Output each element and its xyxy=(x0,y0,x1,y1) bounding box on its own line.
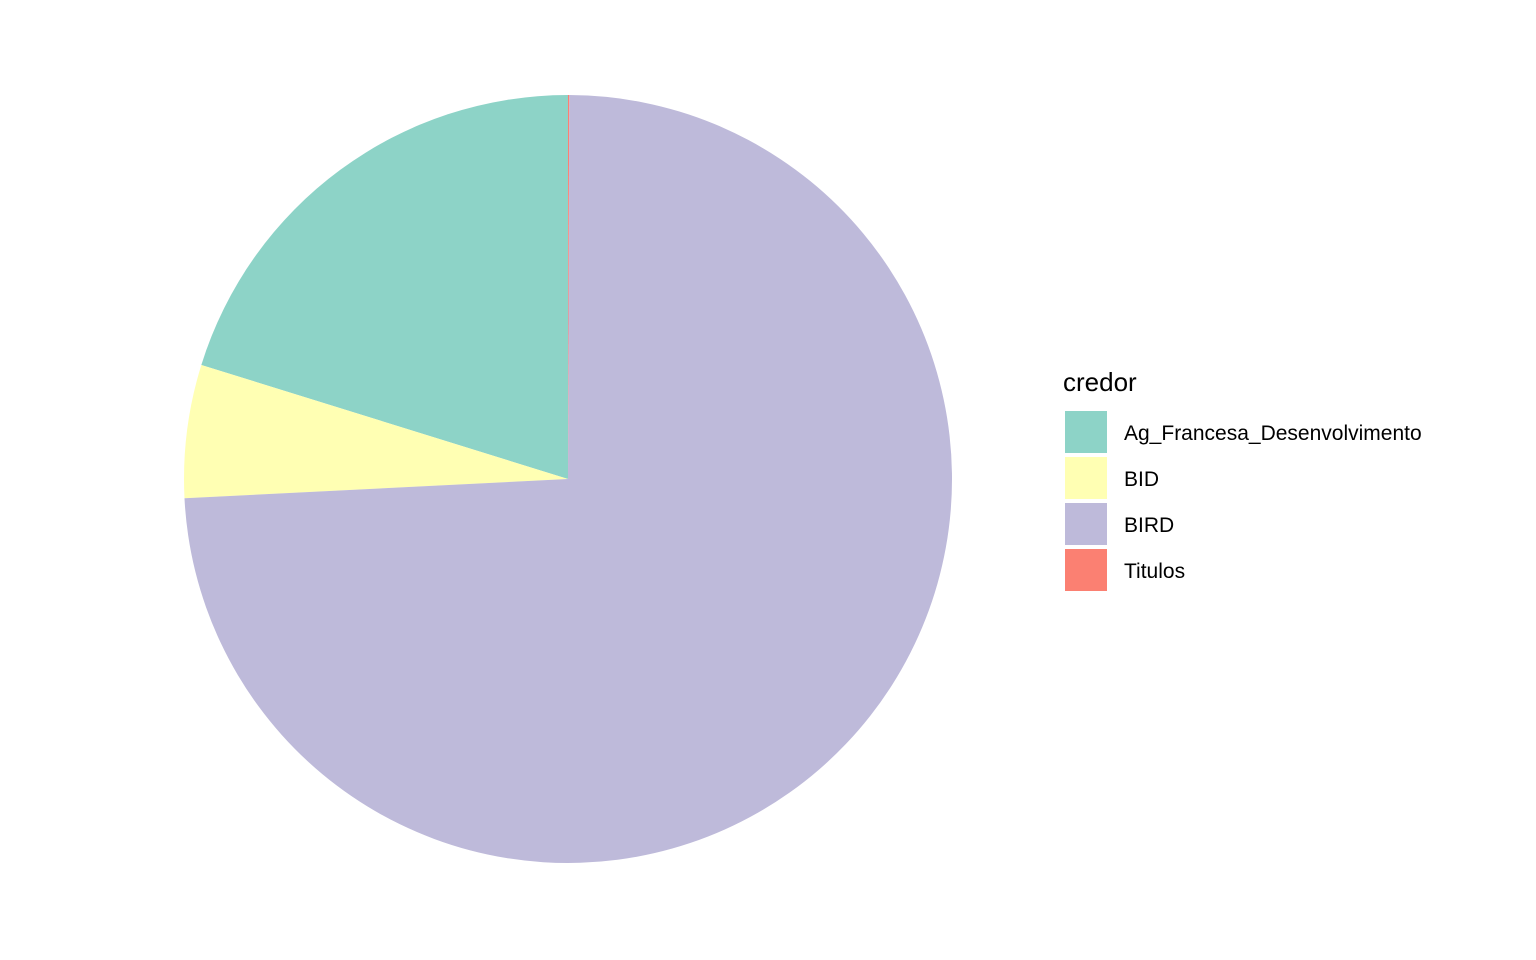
legend-label-bird: BIRD xyxy=(1124,514,1174,537)
pie-slice-bird xyxy=(184,95,953,863)
legend: credor Ag_Francesa_Desenvolvimento BID BIR… xyxy=(1063,367,1422,591)
legend-label-titulos: Titulos xyxy=(1124,560,1185,583)
legend-label-ag-francesa-desenvolvimento: Ag_Francesa_Desenvolvimento xyxy=(1124,422,1422,445)
legend-key-ag-francesa-desenvolvimento xyxy=(1065,411,1107,453)
pie-slices xyxy=(184,94,953,863)
legend-item-titulos: Titulos xyxy=(1065,549,1185,591)
pie-slice-ag-francesa-desenvolvimento xyxy=(201,95,568,479)
legend-key-bird xyxy=(1065,503,1107,545)
legend-title: credor xyxy=(1063,367,1137,397)
pie-slice-titulos xyxy=(568,94,570,479)
legend-key-bid xyxy=(1065,457,1107,499)
legend-item-bird: BIRD xyxy=(1065,503,1174,545)
legend-item-ag-francesa-desenvolvimento: Ag_Francesa_Desenvolvimento xyxy=(1065,411,1422,453)
legend-key-titulos xyxy=(1065,549,1107,591)
legend-items: Ag_Francesa_Desenvolvimento BID BIRD Titulo… xyxy=(1065,411,1422,591)
legend-item-bid: BID xyxy=(1065,457,1159,499)
pie-slice-bid xyxy=(184,364,569,499)
legend-label-bid: BID xyxy=(1124,468,1159,491)
